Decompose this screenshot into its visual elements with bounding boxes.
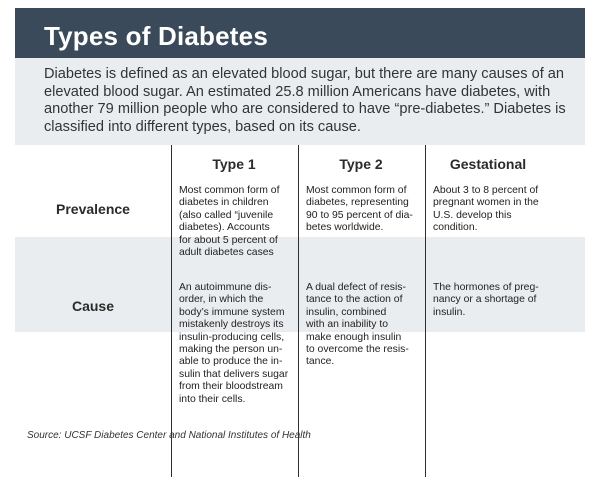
diabetes-types-table: Type 1 Type 2 Gestational Prevalence Cau… xyxy=(15,145,585,477)
column-divider xyxy=(298,145,299,477)
column-header-type-2: Type 2 xyxy=(339,156,383,172)
title-bar: Types of Diabetes xyxy=(15,8,585,58)
intro-paragraph: Diabetes is defined as an elevated blood… xyxy=(44,66,566,135)
table-cell: About 3 to 8 percent of pregnant women i… xyxy=(433,185,539,234)
column-divider xyxy=(171,145,172,477)
column-header-gestational: Gestational xyxy=(449,156,527,172)
table-cell: A dual defect of resis- tance to the act… xyxy=(306,282,409,368)
column-divider xyxy=(425,145,426,477)
source-note: Source: UCSF Diabetes Center and Nationa… xyxy=(27,430,311,441)
table-cell: Most common form of diabetes, representi… xyxy=(306,185,413,234)
table-cell: The hormones of preg- nancy or a shortag… xyxy=(433,282,539,318)
page-title: Types of Diabetes xyxy=(44,21,268,51)
table-cell: Most common form of diabetes in children… xyxy=(179,185,280,259)
content-panel: Diabetes is defined as an elevated blood… xyxy=(15,58,585,477)
table-cell: An autoimmune dis- order, in which the b… xyxy=(179,282,289,405)
prevalence-row-band xyxy=(15,237,585,332)
column-header-type-1: Type 1 xyxy=(212,156,256,172)
row-label-cause: Cause xyxy=(71,298,115,314)
row-label-prevalence: Prevalence xyxy=(56,201,130,217)
